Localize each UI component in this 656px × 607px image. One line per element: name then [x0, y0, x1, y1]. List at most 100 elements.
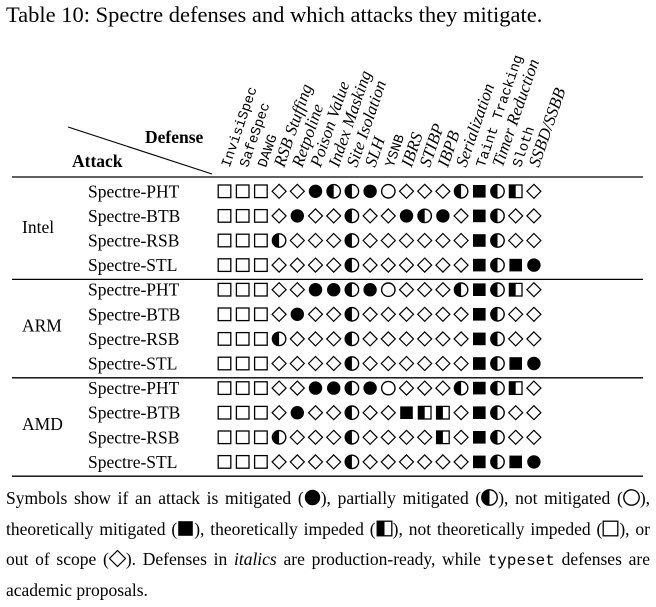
theoretically-impeded-symbol-icon — [435, 405, 450, 420]
out-of-scope-symbol-icon — [398, 306, 415, 323]
out-of-scope-symbol-icon — [307, 232, 324, 249]
partially-mitigated-symbol-icon — [490, 429, 505, 445]
out-of-scope-symbol-icon — [362, 306, 378, 323]
attack-label: Spectre-BTB — [88, 403, 180, 423]
out-of-scope-symbol-icon — [507, 404, 524, 421]
not-theoretically-impeded-symbol-icon — [253, 331, 268, 346]
footnote-text: ), theoretically mitigated ( — [6, 488, 651, 539]
footnote-typeset-word: typeset — [487, 552, 555, 571]
not-theoretically-impeded-symbol-icon — [217, 233, 232, 248]
not-mitigated-symbol-icon — [622, 489, 640, 506]
not-theoretically-impeded-symbol-icon — [217, 430, 232, 445]
theoretically-impeded-symbol-icon — [376, 517, 393, 546]
partially-mitigated-symbol-icon — [344, 183, 360, 199]
mitigated-symbol-icon — [363, 381, 377, 395]
not-theoretically-impeded-symbol-icon — [235, 430, 250, 445]
not-mitigated-symbol-icon — [380, 183, 396, 199]
out-of-scope-symbol-icon — [289, 429, 306, 446]
out-of-scope-symbol-icon — [453, 257, 469, 273]
table-row: Spectre-RSB — [88, 427, 542, 447]
not-theoretically-impeded-symbol-icon — [235, 282, 250, 297]
table-row: Spectre-STL — [88, 452, 541, 472]
out-of-scope-symbol-icon — [289, 257, 306, 273]
corner-diagonal-line — [67, 126, 213, 175]
table-row: Spectre-PHT — [88, 378, 542, 398]
out-of-scope-symbol-icon — [380, 306, 397, 323]
theoretically-mitigated-symbol-icon — [178, 520, 193, 536]
attack-label: Spectre-STL — [88, 255, 177, 275]
mitigated-symbol-icon — [290, 209, 304, 223]
not-theoretically-impeded-symbol-icon — [602, 517, 619, 546]
not-theoretically-impeded-symbol-icon — [235, 405, 250, 420]
table-caption: Table 10: Spectre defenses and which att… — [6, 2, 543, 27]
partially-mitigated-symbol-icon — [344, 429, 360, 445]
out-of-scope-symbol-icon — [271, 454, 287, 470]
vendor-group: ARM Spectre-PHT Spectre-BTB Spectre-RSB Spec… — [22, 280, 542, 374]
attack-label: Spectre-BTB — [88, 206, 180, 226]
attack-label: Spectre-STL — [88, 354, 177, 374]
partially-mitigated-symbol-icon — [490, 356, 505, 371]
out-of-scope-symbol-icon — [507, 429, 524, 446]
partially-mitigated-symbol-icon — [344, 356, 360, 371]
out-of-scope-symbol-icon — [325, 355, 342, 372]
theoretically-mitigated-symbol-icon — [473, 332, 486, 346]
out-of-scope-symbol-icon — [398, 331, 415, 347]
partially-mitigated-symbol-icon — [417, 208, 433, 224]
not-theoretically-impeded-symbol-icon — [253, 381, 268, 396]
mitigated-symbol-icon — [327, 381, 341, 395]
out-of-scope-symbol-icon — [362, 355, 378, 372]
out-of-scope-symbol-icon — [398, 257, 415, 273]
out-of-scope-symbol-icon — [380, 404, 397, 421]
mitigated-symbol-icon — [527, 356, 541, 371]
attack-label: Spectre-BTB — [88, 304, 180, 324]
not-theoretically-impeded-symbol-icon — [253, 184, 268, 199]
out-of-scope-symbol-icon — [453, 429, 469, 446]
theoretically-mitigated-symbol-icon — [473, 234, 486, 247]
theoretically-mitigated-symbol-icon — [473, 455, 486, 469]
not-theoretically-impeded-symbol-icon — [235, 184, 250, 199]
theoretically-impeded-symbol-icon — [508, 282, 523, 297]
out-of-scope-symbol-icon — [526, 429, 542, 446]
theoretically-mitigated-symbol-icon — [473, 357, 486, 370]
mitigated-symbol-icon — [308, 184, 323, 198]
out-of-scope-symbol-icon — [271, 281, 287, 298]
out-of-scope-symbol-icon — [271, 306, 287, 323]
partially-mitigated-symbol-icon — [344, 331, 360, 347]
out-of-scope-symbol-icon — [289, 454, 306, 470]
partially-mitigated-symbol-icon — [490, 257, 505, 273]
out-of-scope-symbol-icon — [416, 281, 433, 298]
defense-header: SSBD/SSBB — [525, 85, 570, 169]
theoretically-impeded-symbol-icon — [508, 381, 523, 396]
partially-mitigated-symbol-icon — [344, 405, 360, 421]
not-theoretically-impeded-symbol-icon — [235, 331, 250, 346]
theoretically-impeded-symbol-icon — [435, 430, 450, 445]
not-theoretically-impeded-symbol-icon — [217, 184, 232, 199]
not-theoretically-impeded-symbol-icon — [217, 258, 232, 273]
not-theoretically-impeded-symbol-icon — [217, 208, 232, 223]
partially-mitigated-symbol-icon — [453, 282, 469, 298]
out-of-scope-symbol-icon — [435, 454, 451, 470]
out-of-scope-symbol-icon — [380, 208, 397, 224]
out-of-scope-symbol-icon — [416, 454, 433, 470]
not-theoretically-impeded-symbol-icon — [235, 454, 250, 469]
footnote-text: ). Defenses in — [125, 549, 234, 570]
out-of-scope-symbol-icon — [453, 232, 469, 249]
not-theoretically-impeded-symbol-icon — [253, 430, 268, 445]
not-theoretically-impeded-symbol-icon — [217, 331, 232, 346]
out-of-scope-symbol-icon — [289, 183, 306, 200]
out-of-scope-symbol-icon — [108, 549, 127, 568]
out-of-scope-symbol-icon — [453, 355, 469, 372]
footnote-italics-word: italics — [233, 549, 277, 570]
not-theoretically-impeded-symbol-icon — [253, 356, 268, 371]
not-theoretically-impeded-symbol-icon — [217, 405, 232, 420]
out-of-scope-symbol-icon — [435, 306, 451, 323]
partially-mitigated-symbol-icon — [453, 183, 469, 199]
theoretically-mitigated-symbol-icon — [473, 431, 486, 444]
out-of-scope-symbol-icon — [380, 454, 397, 470]
table-footnote: Symbols show if an attack is mitigated (… — [6, 484, 650, 604]
out-of-scope-symbol-icon — [398, 429, 415, 446]
footnote-text: ), partially mitigated ( — [320, 488, 482, 508]
out-of-scope-symbol-icon — [435, 257, 451, 273]
out-of-scope-symbol-icon — [507, 306, 524, 323]
mitigated-symbol-icon — [527, 258, 541, 272]
